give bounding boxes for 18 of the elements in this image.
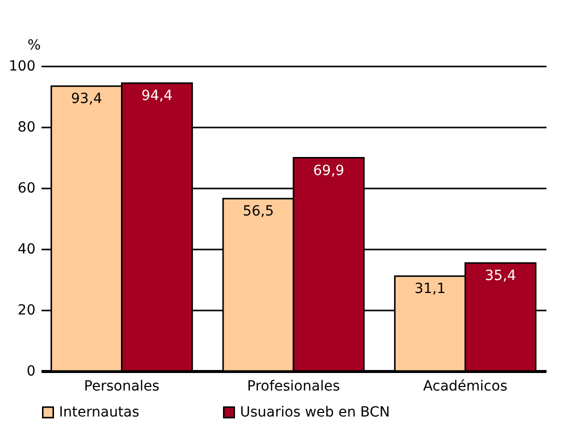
data-label: 31,1 (414, 281, 446, 298)
y-tick-label: 40 (18, 242, 36, 258)
legend-label: Internautas (59, 404, 140, 420)
y-tick-label: 60 (18, 180, 36, 196)
data-label: 93,4 (70, 91, 102, 108)
legend-label: Usuarios web en BCN (240, 404, 390, 420)
y-tick-label: 0 (26, 364, 36, 380)
data-label: 94,4 (141, 88, 173, 104)
y-tick-label: 80 (18, 120, 36, 136)
x-tick-label: Académicos (423, 378, 508, 394)
y-tick-label: 20 (18, 302, 36, 318)
data-label: 35,4 (484, 268, 516, 284)
y-tick-label: 100 (8, 58, 36, 74)
x-tick-label: Personales (84, 378, 160, 394)
y-axis-title: % (28, 38, 41, 54)
data-label: 69,9 (313, 162, 344, 179)
data-label: 56,5 (242, 204, 274, 220)
x-tick-label: Profesionales (247, 378, 340, 394)
